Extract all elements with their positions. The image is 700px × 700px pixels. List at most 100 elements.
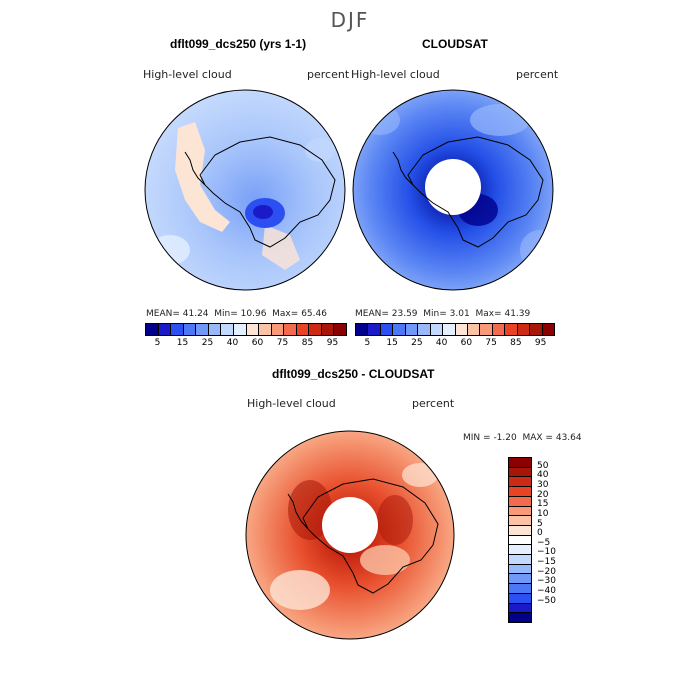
abs-colorbar-right-tick-label: 40 [435,338,448,348]
abs-colorbar-left-tick-label: 60 [251,338,264,348]
abs-colorbar-right-swatch [505,324,518,335]
model-peninsula-outline [184,151,206,186]
abs-colorbar-left-tick-label: 75 [276,338,289,348]
abs-colorbar-right-swatch [418,324,431,335]
diff-colorbar-tick-label: 40 [537,470,549,481]
abs-colorbar-right-tick-label: 85 [510,338,522,348]
diff-colorbar-tick-label: 15 [537,499,549,510]
abs-colorbar-left-tick-label: 95 [326,338,339,348]
figure-title: DJF [330,8,370,32]
obs-units-label: percent [516,68,559,81]
abs-colorbar-right-tick-label: 95 [534,338,547,348]
diff-colorbar-tick-label: 5 [537,518,543,529]
obs-peninsula-outline [392,151,414,186]
model-variable-label: High-level cloud [143,68,232,81]
diff-colorbar-tick-label: −50 [537,595,556,606]
diff-colorbar-swatch [509,535,531,546]
diff-colorbar-swatch [509,584,531,594]
abs-colorbar-left-tick-label: 40 [226,338,239,348]
abs-colorbar-left-swatch [171,324,184,335]
diff-colorbar-swatch [509,545,531,556]
diff-colorbar [508,457,532,623]
diff-peninsula-outline [287,493,309,530]
diff-map-boundary [245,430,455,640]
model-panel-title: dflt099_dcs250 (yrs 1-1) [170,37,307,51]
diff-colorbar-tick-label: −30 [537,576,556,587]
diff-colorbar-tick-label: −40 [537,586,556,597]
abs-colorbar-left [145,323,347,336]
abs-colorbar-left-tick-label: 15 [176,338,189,348]
diff-colorbar-swatch [509,603,531,614]
abs-colorbar-left-swatch [334,324,346,335]
obs-variable-label: High-level cloud [351,68,440,81]
abs-colorbar-left-swatch [309,324,322,335]
abs-colorbar-right-swatch [430,324,444,335]
abs-colorbar-right-swatch [380,324,394,335]
diff-colorbar-swatch [509,574,531,585]
abs-colorbar-left-swatch [246,324,260,335]
abs-colorbar-right-tick-label: 5 [364,338,371,348]
diff-colorbar-swatch [509,506,531,517]
diff-colorbar-swatch [509,564,531,575]
abs-colorbar-right-swatch [405,324,419,335]
diff-colorbar-tick-label: 30 [537,479,549,490]
diff-stats: MIN = -1.20 MAX = 43.64 [463,433,582,443]
abs-colorbar-left-swatch [158,324,172,335]
diff-units-label: percent [412,397,455,410]
diff-colorbar-swatch [509,477,531,488]
abs-colorbar-left-swatch [221,324,234,335]
abs-colorbar-right-swatch [492,324,506,335]
diff-panel-title: dflt099_dcs250 - CLOUDSAT [272,367,435,381]
diff-colorbar-tick-label: 20 [537,489,549,500]
abs-colorbar-right-tick-label: 25 [411,338,423,348]
abs-colorbar-right-swatch [443,324,456,335]
diff-colorbar-swatch [509,555,531,565]
diff-colorbar-swatch [509,525,531,536]
diff-colorbar-tick-label: 10 [537,508,549,519]
abs-colorbar-left-swatch [296,324,310,335]
abs-colorbar-left-tick-label: 25 [201,338,214,348]
model-antarctica-coastline [199,136,336,248]
abs-colorbar-left-swatch [196,324,209,335]
abs-colorbar-right [355,323,555,336]
abs-colorbar-left-swatch [321,324,335,335]
diff-colorbar-tick-label: 50 [537,460,549,471]
abs-colorbar-right-labels: 5 15 25 40 60 75 85 95 [355,338,553,350]
diff-colorbar-swatch [509,496,531,507]
abs-colorbar-right-swatch [467,324,481,335]
abs-colorbar-right-tick-label: 60 [460,338,473,348]
obs-panel-title: CLOUDSAT [422,37,488,51]
obs-map-boundary [352,89,554,291]
obs-stats: MEAN= 23.59 Min= 3.01 Max= 41.39 [355,309,531,319]
abs-colorbar-left-labels: 5 15 25 40 60 75 85 95 [145,338,345,350]
abs-colorbar-left-swatch [284,324,297,335]
diff-colorbar-tick-label: 0 [537,528,543,539]
obs-antarctica-coastline [407,136,544,248]
abs-colorbar-right-swatch [517,324,531,335]
model-map-boundary [144,89,346,291]
abs-colorbar-right-swatch [393,324,406,335]
abs-colorbar-left-swatch [146,324,159,335]
abs-colorbar-left-tick-label: 85 [301,338,314,348]
diff-colorbar-tick-label: −5 [537,537,551,548]
abs-colorbar-right-swatch [480,324,493,335]
abs-colorbar-right-tick-label: 75 [485,338,497,348]
model-stats: MEAN= 41.24 Min= 10.96 Max= 65.46 [146,309,327,319]
abs-colorbar-left-swatch [259,324,272,335]
diff-colorbar-swatch [509,516,531,526]
diff-colorbar-swatch [509,487,531,497]
diff-antarctica-coastline [302,478,439,594]
abs-colorbar-left-swatch [183,324,197,335]
diff-colorbar-swatch [509,593,531,604]
diff-colorbar-tick-label: −15 [537,557,556,568]
abs-colorbar-left-swatch [208,324,222,335]
abs-colorbar-right-swatch [455,324,468,335]
abs-colorbar-right-tick-label: 15 [386,338,398,348]
diff-colorbar-swatch [509,467,531,478]
abs-colorbar-left-swatch [271,324,285,335]
abs-colorbar-right-swatch [542,324,554,335]
diff-variable-label: High-level cloud [247,397,336,410]
model-units-label: percent [307,68,350,81]
